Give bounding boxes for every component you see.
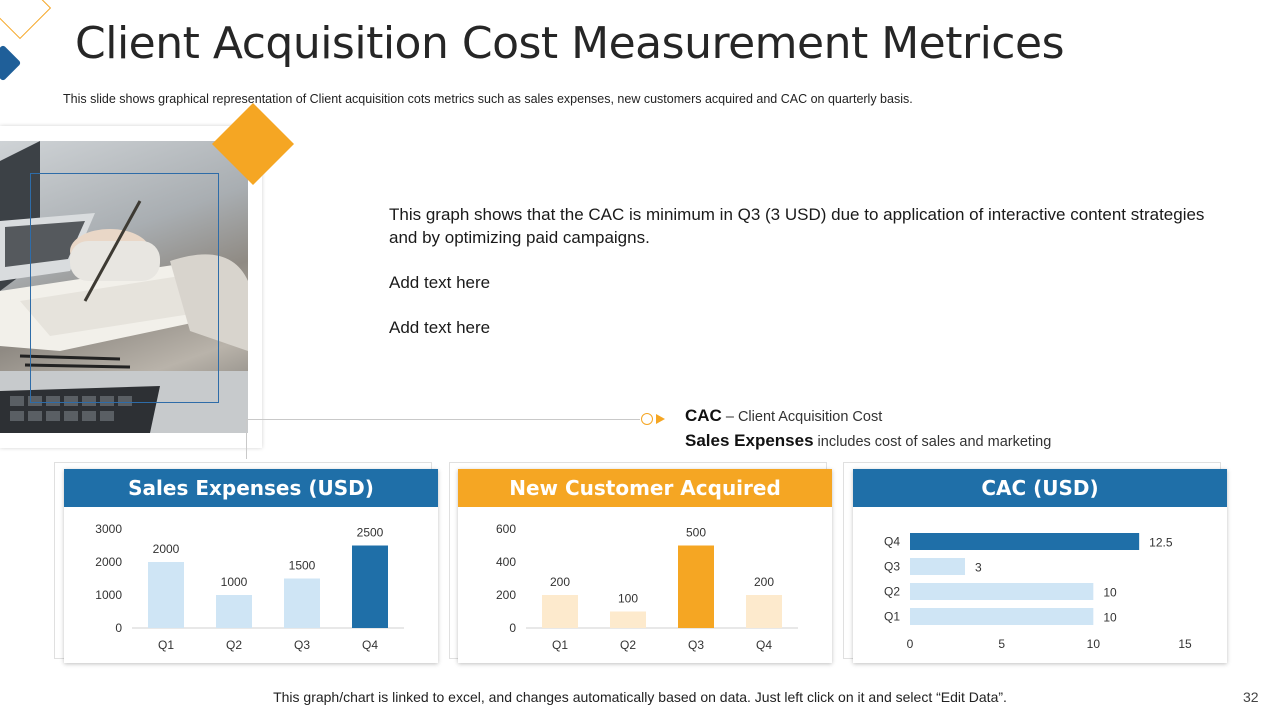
connector-line: [246, 419, 640, 420]
bar: [910, 583, 1094, 600]
slide-title: Client Acquisition Cost Measurement Metr…: [75, 18, 1065, 69]
new-customer-card: New Customer Acquired 0 200 400 600 200 Q1 100…: [458, 469, 832, 663]
bar: [284, 578, 320, 628]
x-tick-label: Q2: [226, 638, 242, 652]
cac-description: – Client Acquisition Cost: [721, 409, 883, 425]
y-tick-label: 600: [496, 522, 516, 536]
cac-term: CAC: [685, 406, 722, 425]
x-tick-label: Q2: [620, 638, 636, 652]
footer-note: This graph/chart is linked to excel, and…: [273, 689, 1007, 705]
page-number: 32: [1243, 689, 1259, 705]
bar: [610, 611, 646, 628]
bar: [678, 545, 714, 628]
photo-accent-frame: [30, 173, 219, 403]
new-customer-chart[interactable]: 0 200 400 600 200 Q1 100 Q2 500 Q3 200 Q4: [458, 507, 832, 663]
data-label: 2000: [153, 542, 180, 556]
bar: [352, 545, 388, 628]
y-tick-label: 400: [496, 555, 516, 569]
body-text: This graph shows that the CAC is minimum…: [389, 203, 1219, 361]
data-label: 500: [686, 526, 706, 540]
x-tick-label: 5: [998, 637, 1005, 651]
y-tick-label: 1000: [95, 588, 122, 602]
bar: [910, 608, 1094, 625]
y-tick-label: 0: [115, 621, 122, 635]
bar: [148, 562, 184, 628]
bar: [216, 595, 252, 628]
y-tick-label: 2000: [95, 555, 122, 569]
body-paragraph-3: Add text here: [389, 318, 491, 337]
y-tick-label: Q4: [884, 535, 900, 549]
y-tick-label: 200: [496, 588, 516, 602]
definitions-legend: CAC – Client Acquisition Cost Sales Expe…: [685, 404, 1051, 454]
data-label: 1500: [289, 559, 316, 573]
bar: [746, 595, 782, 628]
data-label: 12.5: [1149, 536, 1173, 550]
x-tick-label: Q4: [362, 638, 378, 652]
decorative-diamond-outline: [0, 0, 52, 40]
cac-card: CAC (USD) Q1 10 Q2 10 Q3 3 Q4 12.5 0 5 10 15: [853, 469, 1227, 663]
data-label: 100: [618, 592, 638, 606]
data-label: 10: [1103, 611, 1117, 625]
x-tick-label: Q1: [158, 638, 174, 652]
x-tick-label: 10: [1087, 637, 1101, 651]
sales-expenses-card: Sales Expenses (USD) 0 1000 2000 3000 2000 Q1…: [64, 469, 438, 663]
bar: [910, 558, 965, 575]
slide-subtitle: This slide shows graphical representatio…: [63, 92, 913, 106]
bar: [542, 595, 578, 628]
x-tick-label: Q1: [552, 638, 568, 652]
sales-term: Sales Expenses: [685, 431, 814, 450]
cac-chart[interactable]: Q1 10 Q2 10 Q3 3 Q4 12.5 0 5 10 15: [853, 507, 1227, 663]
body-paragraph-2: Add text here: [389, 273, 491, 292]
body-paragraph-1: This graph shows that the CAC is minimum…: [389, 205, 1205, 247]
y-tick-label: 0: [509, 621, 516, 635]
x-tick-label: Q3: [688, 638, 704, 652]
y-tick-label: 3000: [95, 522, 122, 536]
y-tick-label: Q2: [884, 585, 900, 599]
bar: [910, 533, 1140, 550]
connector-circle-icon: [641, 413, 653, 425]
decorative-diamond-blue: [0, 44, 22, 82]
data-label: 3: [975, 561, 982, 575]
sales-expenses-chart[interactable]: 0 1000 2000 3000 2000 Q1 1000 Q2 1500 Q3 2500 Q4: [64, 507, 438, 663]
data-label: 1000: [221, 575, 248, 589]
arrow-right-icon: [656, 414, 665, 424]
x-tick-label: Q3: [294, 638, 310, 652]
x-tick-label: 0: [907, 637, 914, 651]
data-label: 10: [1103, 586, 1117, 600]
x-tick-label: Q4: [756, 638, 772, 652]
connector-line-vertical: [246, 419, 247, 459]
cac-header: CAC (USD): [853, 469, 1227, 507]
data-label: 200: [550, 575, 570, 589]
data-label: 2500: [357, 526, 384, 540]
x-tick-label: 15: [1178, 637, 1192, 651]
new-customer-header: New Customer Acquired: [458, 469, 832, 507]
y-tick-label: Q3: [884, 560, 900, 574]
y-tick-label: Q1: [884, 610, 900, 624]
sales-expenses-header: Sales Expenses (USD): [64, 469, 438, 507]
data-label: 200: [754, 575, 774, 589]
sales-description: includes cost of sales and marketing: [813, 434, 1052, 450]
